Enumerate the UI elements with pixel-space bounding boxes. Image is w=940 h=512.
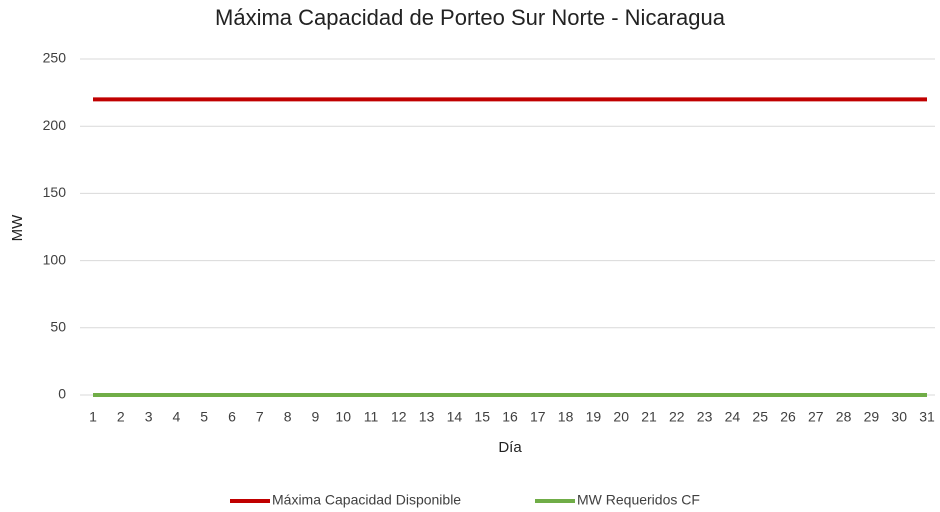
x-tick-label: 4 bbox=[173, 409, 181, 425]
x-tick-label: 10 bbox=[335, 409, 351, 425]
x-tick-label: 6 bbox=[228, 409, 236, 425]
x-tick-label: 29 bbox=[864, 409, 880, 425]
x-tick-label: 11 bbox=[364, 409, 379, 425]
x-tick-label: 27 bbox=[808, 409, 824, 425]
x-tick-label: 7 bbox=[256, 409, 264, 425]
x-tick-label: 16 bbox=[502, 409, 518, 425]
x-tick-label: 5 bbox=[200, 409, 208, 425]
x-tick-label: 22 bbox=[669, 409, 685, 425]
y-tick-label: 150 bbox=[43, 184, 67, 200]
y-tick-label: 100 bbox=[43, 251, 67, 267]
x-tick-label: 20 bbox=[613, 409, 629, 425]
y-tick-label: 200 bbox=[43, 117, 67, 133]
x-tick-label: 1 bbox=[89, 409, 97, 425]
x-tick-label: 21 bbox=[641, 409, 657, 425]
x-tick-label: 2 bbox=[117, 409, 125, 425]
x-tick-label: 17 bbox=[530, 409, 546, 425]
chart-title: Máxima Capacidad de Porteo Sur Norte - N… bbox=[215, 5, 726, 30]
x-tick-label: 15 bbox=[474, 409, 490, 425]
x-tick-label: 12 bbox=[391, 409, 407, 425]
y-axis-label: MW bbox=[9, 214, 26, 241]
legend-label: Máxima Capacidad Disponible bbox=[272, 492, 461, 508]
x-tick-label: 8 bbox=[284, 409, 292, 425]
x-axis-label: Día bbox=[498, 439, 522, 456]
x-tick-label: 24 bbox=[725, 409, 741, 425]
y-tick-label: 250 bbox=[43, 50, 67, 66]
x-tick-label: 19 bbox=[586, 409, 602, 425]
y-tick-label: 50 bbox=[50, 319, 66, 335]
x-tick-label: 25 bbox=[752, 409, 768, 425]
x-tick-label: 9 bbox=[312, 409, 320, 425]
x-tick-label: 13 bbox=[419, 409, 435, 425]
x-tick-label: 14 bbox=[447, 409, 463, 425]
x-tick-label: 28 bbox=[836, 409, 852, 425]
x-tick-label: 31 bbox=[919, 409, 935, 425]
x-tick-label: 26 bbox=[780, 409, 796, 425]
x-tick-label: 3 bbox=[145, 409, 153, 425]
legend-label: MW Requeridos CF bbox=[577, 492, 700, 508]
x-tick-label: 23 bbox=[697, 409, 713, 425]
x-tick-label: 30 bbox=[891, 409, 907, 425]
x-tick-label: 18 bbox=[558, 409, 574, 425]
y-tick-label: 0 bbox=[58, 386, 66, 402]
